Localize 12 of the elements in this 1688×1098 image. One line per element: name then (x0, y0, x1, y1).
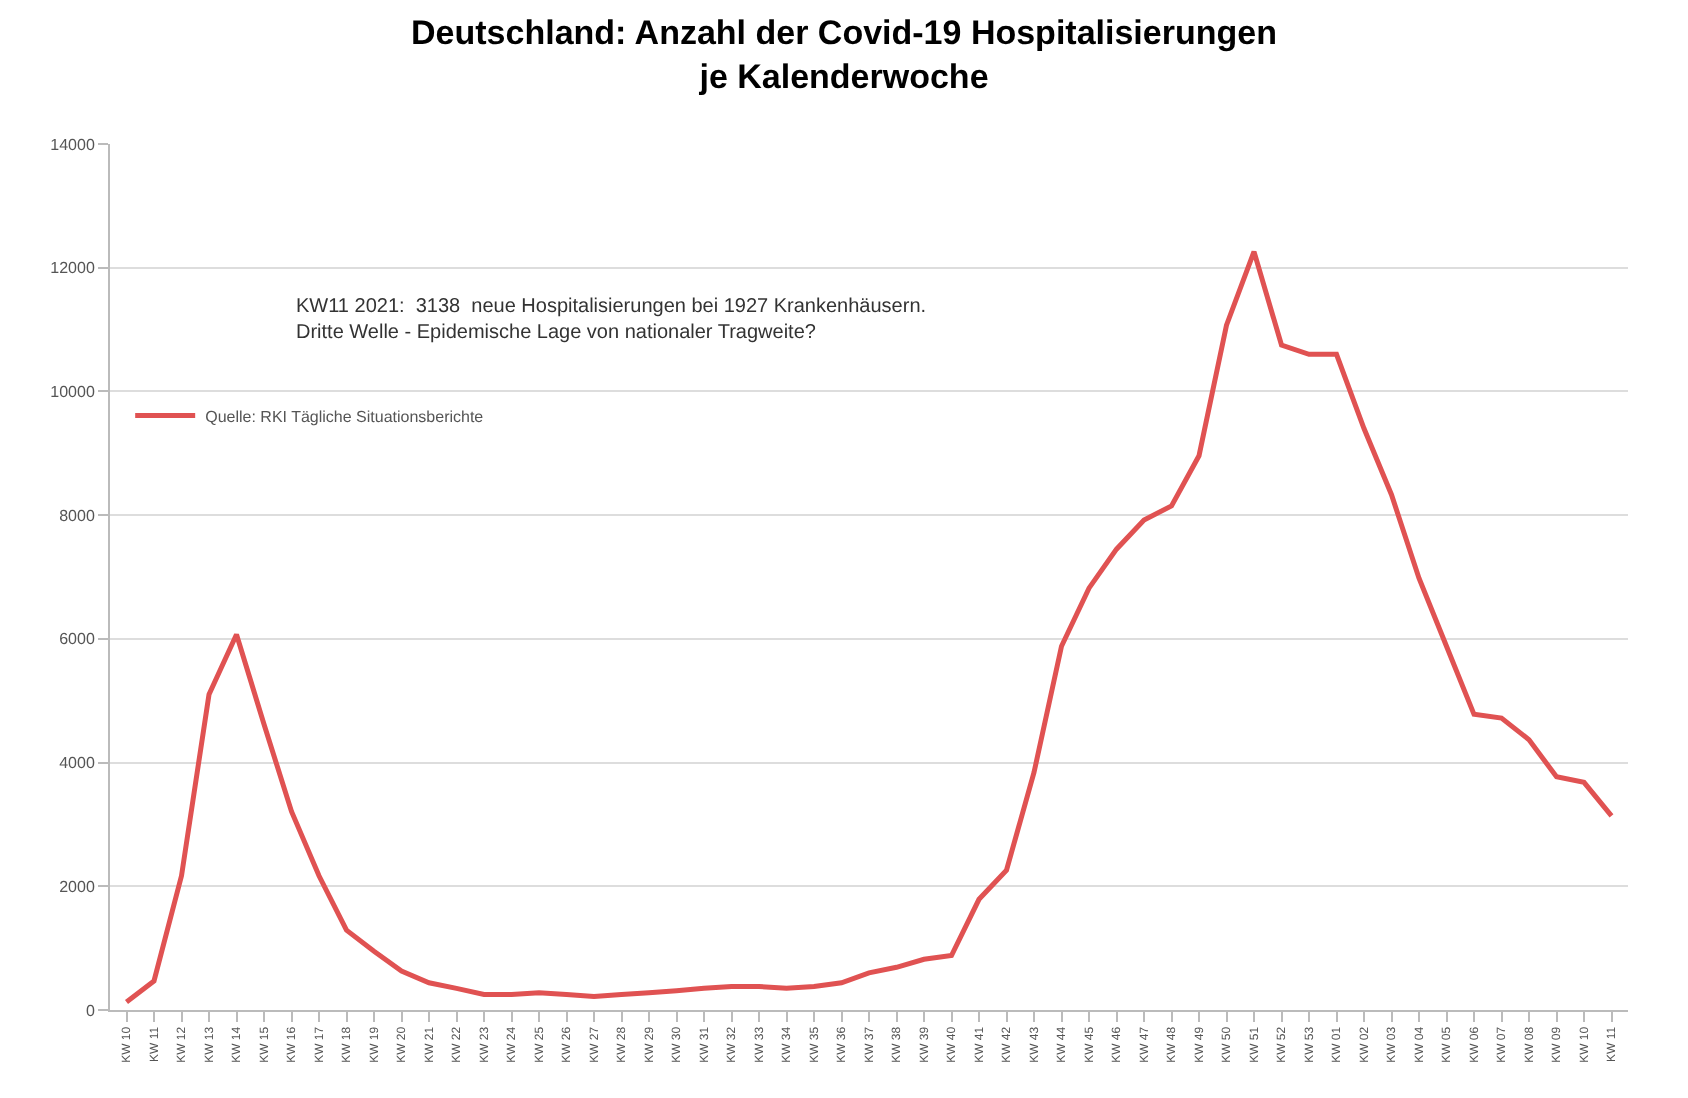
y-tick-label: 2000 (59, 877, 96, 896)
annotation: KW11 2021: 3138 neue Hospitalisierungen bei 1927 Krankenhäusern. Dritte Welle - Epidemische Lage von nationaler Tragweite? (296, 296, 927, 344)
chart-title: Deutschland: Anzahl der Covid-19 Hospitalisierungen je Kalenderwoche (411, 13, 1277, 97)
y-tick-label: 6000 (59, 630, 96, 649)
legend-label: Quelle: RKI Tägliche Situationsberichte (205, 407, 485, 426)
y-tick-label: 14000 (50, 135, 96, 154)
y-tick-label: 12000 (50, 259, 96, 278)
line-series (124, 249, 1614, 1005)
y-tick-label: 4000 (59, 754, 96, 773)
y-tick-label: 0 (85, 1001, 96, 1020)
y-tick-label: 8000 (59, 506, 96, 525)
y-tick-label: 10000 (50, 383, 96, 402)
